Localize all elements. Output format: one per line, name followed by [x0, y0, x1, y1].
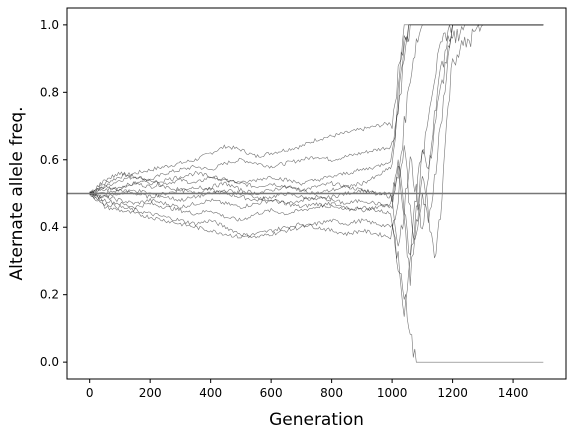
x-tick-label: 400 — [199, 386, 222, 400]
series-line-3 — [90, 25, 544, 246]
x-tick-label: 800 — [320, 386, 343, 400]
series-line-1 — [90, 25, 544, 194]
y-tick-label: 0.4 — [40, 220, 59, 234]
series-line-5 — [90, 25, 544, 317]
y-axis-ticks: 0.0 0.2 0.4 0.6 0.8 1.0 — [40, 18, 67, 369]
x-tick-label: 200 — [139, 386, 162, 400]
y-tick-label: 0.6 — [40, 153, 59, 167]
series-line-11 — [90, 25, 544, 193]
series-line-10 — [90, 25, 544, 286]
x-tick-label: 1000 — [377, 386, 408, 400]
y-tick-label: 0.8 — [40, 85, 59, 99]
series-line-7 — [90, 194, 544, 362]
x-tick-label: 1200 — [437, 386, 468, 400]
y-tick-label: 0.2 — [40, 288, 59, 302]
x-tick-label: 600 — [260, 386, 283, 400]
y-tick-label: 0.0 — [40, 355, 59, 369]
series-line-4 — [90, 25, 544, 255]
series-line-6 — [90, 25, 544, 221]
series-line-9 — [90, 25, 544, 195]
x-tick-label: 1400 — [498, 386, 529, 400]
y-tick-label: 1.0 — [40, 18, 59, 32]
x-axis-label: Generation — [269, 410, 364, 430]
series-line-2 — [90, 25, 544, 195]
x-axis-ticks: 0 200 400 600 800 1000 1200 1400 — [86, 379, 528, 400]
y-axis-label: Alternate allele freq. — [7, 106, 27, 280]
x-tick-label: 0 — [86, 386, 94, 400]
series-line-8 — [90, 25, 544, 240]
